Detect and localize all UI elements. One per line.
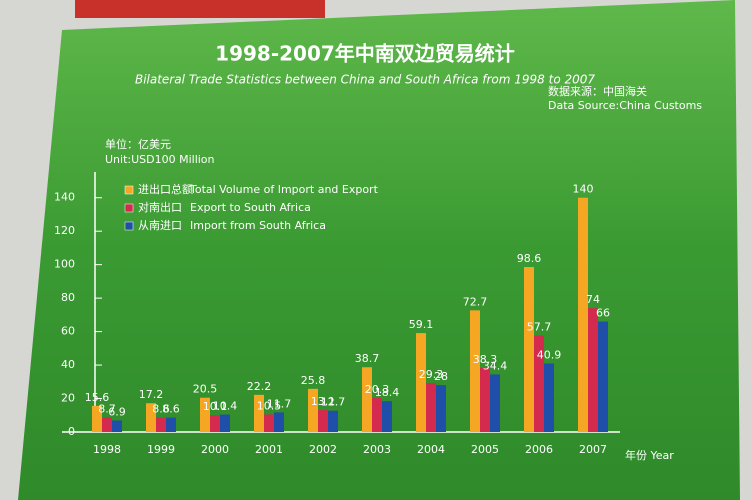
bar [470,310,480,432]
x-tick-label: 2006 [525,443,553,456]
legend-label: 进出口总额 [138,182,193,196]
data-label: 40.9 [537,349,562,362]
data-label: 10.5 [257,399,282,412]
x-tick-label: 2002 [309,443,337,456]
bar [480,367,490,432]
bar [362,367,372,432]
red-strip [75,0,325,18]
data-label: 18.4 [375,386,400,399]
bar [490,374,500,432]
data-label: 98.6 [517,252,542,265]
data-label: 10.1 [203,400,228,413]
unit-en: Unit:USD100 Million [105,153,215,166]
data-label: 8.7 [98,402,116,415]
data-label: 57.7 [527,320,552,333]
bar [328,410,338,432]
data-label: 25.8 [301,374,326,387]
bar [372,398,382,432]
data-label: 28 [434,370,448,383]
legend-swatch [124,185,134,195]
data-label: 17.2 [139,388,164,401]
data-label: 34.4 [483,359,508,372]
y-tick-label: 140 [54,191,75,204]
data-label: 20.3 [365,383,390,396]
bar [102,417,112,432]
data-label: 22.2 [247,380,272,393]
unit-cn: 单位：亿美元 [105,137,171,151]
y-tick-label: 0 [68,425,75,438]
bar [308,388,318,432]
bar [274,412,284,432]
data-label: 8.6 [162,403,180,416]
x-tick-label: 2000 [201,443,229,456]
x-tick-label: 2003 [363,443,391,456]
data-label: 29.3 [419,368,444,381]
bar [92,405,102,432]
bar [524,267,534,432]
data-label: 10.4 [213,400,238,413]
y-tick-label: 120 [54,224,75,237]
bar [534,335,544,432]
data-label: 8.6 [152,403,170,416]
legend-label: 对南出口 [138,200,182,214]
data-label: 15.6 [85,391,110,404]
x-tick-label: 2007 [579,443,607,456]
bar [264,414,274,432]
data-label: 59.1 [409,318,434,331]
bar [156,417,166,432]
data-label: 11.7 [267,397,292,410]
bar [112,420,122,432]
bar [210,415,220,432]
x-tick-label: 2004 [417,443,445,456]
data-label: 38.7 [355,352,380,365]
chart-title: 1998-2007年中南双边贸易统计 [215,42,515,66]
bar [220,414,230,432]
bar [166,417,176,432]
bar [318,410,328,432]
bar [146,403,156,432]
bar [588,308,598,432]
x-tick-label: 2005 [471,443,499,456]
data-label: 66 [596,307,610,320]
x-tick-label: 1998 [93,443,121,456]
chart-subtitle: Bilateral Trade Statistics between China… [135,73,595,87]
x-axis-label: 年份 Year [625,448,674,462]
data-label: 12.7 [321,396,346,409]
bar [416,333,426,432]
bar [598,321,608,432]
data-label: 140 [573,183,594,196]
legend-label-en: Import from South Africa [190,219,326,232]
bar [578,197,588,432]
legend-label-en: Total Volume of Import and Export [189,183,379,196]
legend-swatch [124,203,134,213]
y-tick-label: 20 [61,392,75,405]
bar [436,385,446,432]
data-label: 6.9 [108,405,126,418]
data-label: 38.3 [473,353,498,366]
data-label: 20.5 [193,383,218,396]
bar [200,397,210,432]
x-tick-label: 1999 [147,443,175,456]
y-tick-label: 100 [54,258,75,271]
bar [544,363,554,432]
legend-label-en: Export to South Africa [190,201,311,214]
y-tick-label: 60 [61,325,75,338]
legend-swatch [124,221,134,231]
data-label: 13.1 [311,395,336,408]
data-label: 74 [586,293,600,306]
legend-label: 从南进口 [138,219,182,232]
y-tick-label: 40 [61,358,75,371]
board [18,0,740,500]
y-tick-label: 80 [61,291,75,304]
x-tick-label: 2001 [255,443,283,456]
bar [382,401,392,432]
source-en: Data Source:China Customs [548,99,702,112]
bar [254,394,264,432]
source-cn: 数据来源：中国海关 [548,84,647,98]
data-label: 72.7 [463,295,488,308]
bar [426,382,436,432]
